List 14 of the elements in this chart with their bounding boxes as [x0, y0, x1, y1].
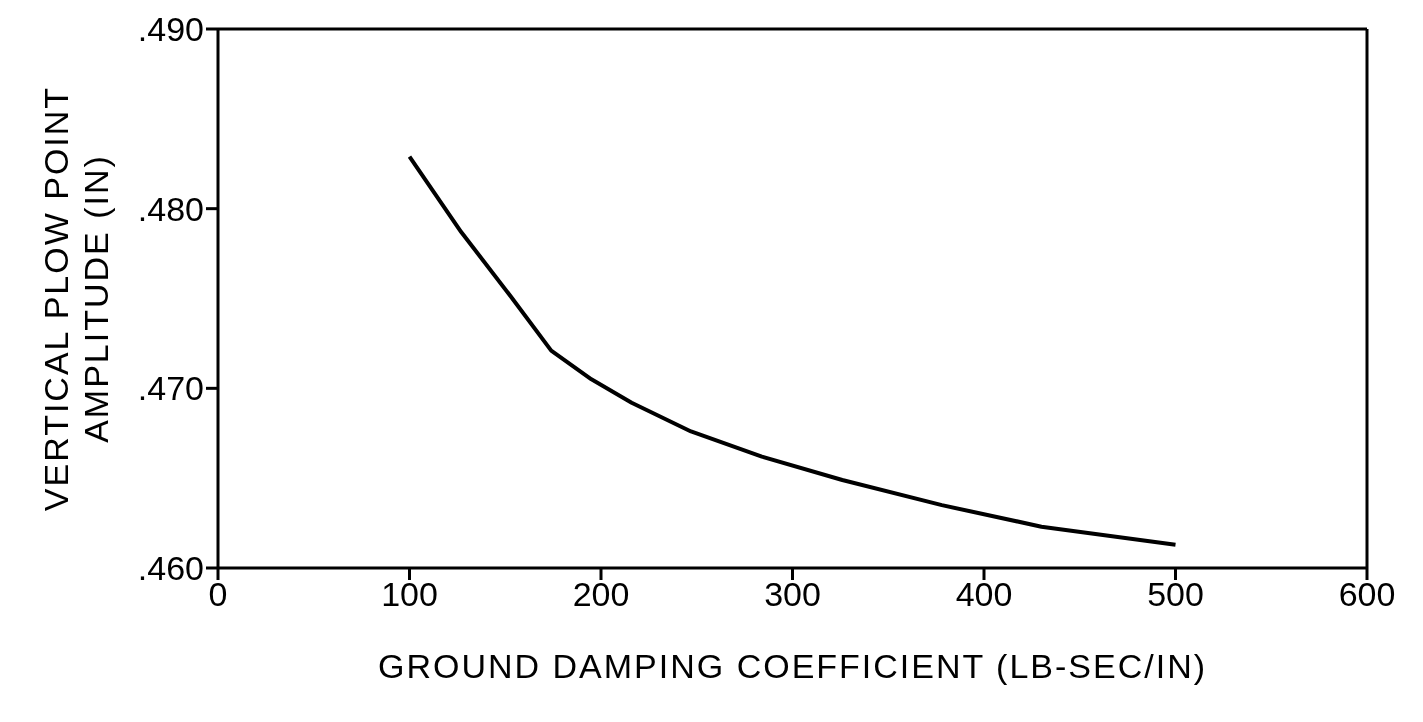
y-tick-label: .460: [137, 549, 204, 588]
x-tick-label: 0: [208, 575, 228, 614]
x-axis-title: GROUND DAMPING COEFFICIENT (LB-SEC/IN): [377, 647, 1208, 685]
x-tick-label: 300: [764, 575, 821, 614]
x-tick-label: 400: [955, 575, 1013, 614]
y-tick-label: .470: [137, 369, 204, 408]
y-tick-label: .490: [137, 10, 204, 49]
y-axis-title: VERTICAL PLOW POINT AMPLITUDE (IN): [37, 85, 115, 512]
y-tick-label: .480: [137, 189, 204, 228]
line-series: [407, 154, 1178, 547]
x-tick-label: 500: [1147, 575, 1204, 614]
x-tick-label: 200: [572, 575, 630, 614]
x-tick-label: 600: [1338, 575, 1396, 614]
x-tick-label: 100: [381, 575, 438, 614]
